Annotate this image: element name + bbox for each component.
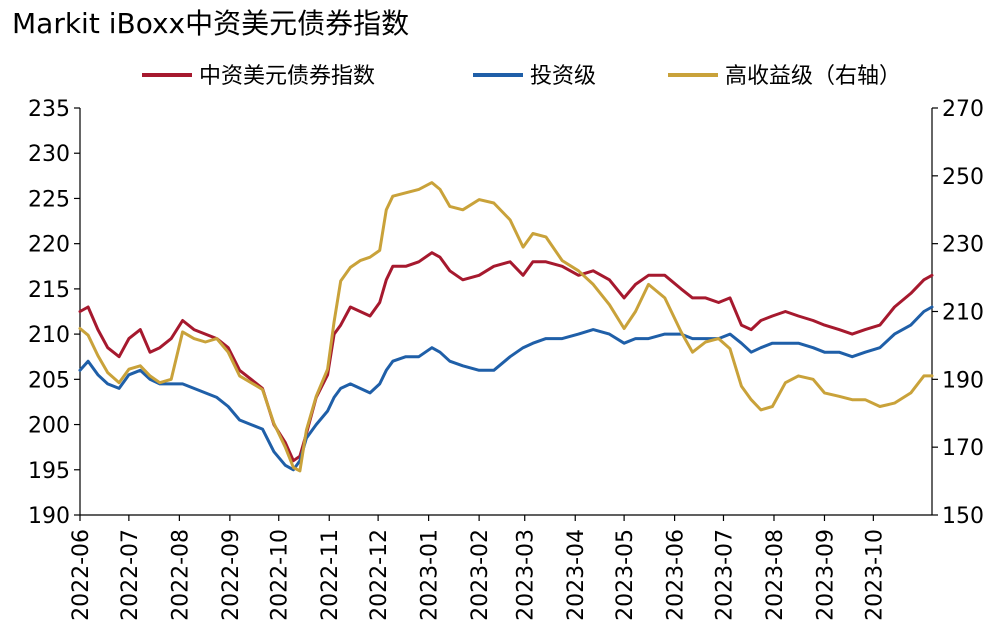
plot-lines <box>78 181 934 473</box>
y-left-tick-label: 220 <box>28 233 70 258</box>
y-right-tick-label: 250 <box>942 165 984 190</box>
y-left-tick-label: 195 <box>28 459 70 484</box>
x-tick-label: 2023-03 <box>514 529 539 621</box>
x-tick-label: 2022-11 <box>318 529 343 621</box>
x-tick-label: 2022-10 <box>268 529 293 621</box>
x-tick-label: 2023-05 <box>613 529 638 621</box>
x-tick-label: 2023-06 <box>664 529 689 621</box>
x-tick-label: 2023-07 <box>712 529 737 621</box>
y-left-tick-label: 235 <box>28 97 70 122</box>
legend-label-high-yield: 高收益级（右轴） <box>725 64 901 89</box>
y-left-tick-label: 230 <box>28 142 70 167</box>
investment-grade-line <box>78 305 934 472</box>
x-tick-label: 2023-08 <box>763 529 788 621</box>
y-right-tick-label: 150 <box>942 504 984 529</box>
x-tick-label: 2023-04 <box>564 529 589 621</box>
y-right-tick-label: 270 <box>942 97 984 122</box>
x-tick-label: 2023-01 <box>418 529 443 621</box>
high-yield-line <box>78 181 934 473</box>
y-right-tick-label: 190 <box>942 368 984 393</box>
y-right-tick-label: 210 <box>942 301 984 326</box>
x-tick-label: 2023-09 <box>813 529 838 621</box>
axes: 1901952002052102152202252302351501701902… <box>28 97 984 621</box>
legend-label-investment-grade: 投资级 <box>530 64 596 89</box>
x-tick-label: 2023-02 <box>468 529 493 621</box>
y-left-tick-label: 205 <box>28 368 70 393</box>
x-tick-label: 2022-07 <box>118 529 143 621</box>
x-tick-label: 2023-10 <box>862 529 887 621</box>
legend-label-composite: 中资美元债券指数 <box>199 64 375 89</box>
chart-title: Markit iBoxx中资美元债券指数 <box>12 7 409 40</box>
x-tick-label: 2022-08 <box>168 529 193 621</box>
legend: 中资美元债券指数 投资级 高收益级（右轴） <box>142 64 901 89</box>
y-left-tick-label: 200 <box>28 414 70 439</box>
y-right-tick-label: 230 <box>942 233 984 258</box>
y-left-tick-label: 225 <box>28 187 70 212</box>
composite-index-line <box>78 251 934 463</box>
x-tick-label: 2022-06 <box>69 529 94 621</box>
y-left-tick-label: 190 <box>28 504 70 529</box>
y-right-tick-label: 170 <box>942 436 984 461</box>
x-tick-label: 2022-09 <box>219 529 244 621</box>
y-left-tick-label: 210 <box>28 323 70 348</box>
x-tick-label: 2022-12 <box>367 529 392 621</box>
y-left-tick-label: 215 <box>28 278 70 303</box>
